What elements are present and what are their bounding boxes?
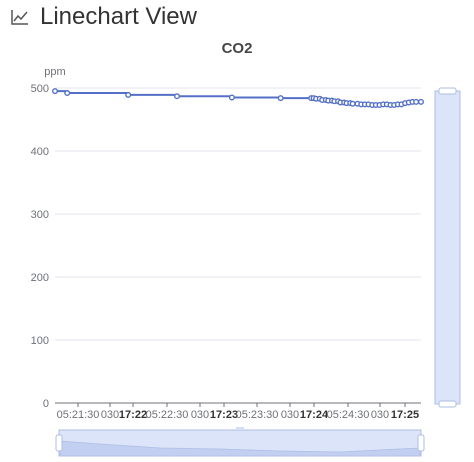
x-zoom-slider[interactable] — [55, 427, 425, 457]
chart-title: CO2 — [222, 40, 253, 57]
x-zoom-preview — [59, 440, 421, 457]
x-tick-label: 05:24:30 — [327, 409, 370, 421]
data-point[interactable] — [349, 100, 356, 107]
series-group — [52, 88, 425, 109]
line-chart-icon — [11, 10, 28, 25]
y-zoom-handle-top[interactable] — [438, 87, 457, 95]
x-tick-label: 030 — [101, 409, 119, 421]
data-point[interactable] — [64, 90, 71, 97]
data-point[interactable] — [173, 93, 180, 100]
y-tick-label: 0 — [43, 398, 49, 410]
data-point[interactable] — [125, 91, 132, 98]
data-point[interactable] — [418, 98, 425, 105]
data-point[interactable] — [277, 95, 284, 102]
x-tick-label: 17:25 — [391, 409, 419, 421]
grid-lines — [55, 87, 421, 404]
y-tick-label: 400 — [31, 146, 49, 158]
x-tick-label: 030 — [281, 409, 299, 421]
y-axis-unit: ppm — [44, 66, 65, 78]
y-tick-label: 100 — [31, 335, 49, 347]
data-point[interactable] — [413, 98, 420, 105]
x-tick-label: 17:23 — [210, 409, 238, 421]
view-header: Linechart View — [10, 2, 197, 32]
x-tick-label: 030 — [371, 409, 389, 421]
x-tick-label: 05:21:30 — [57, 409, 100, 421]
data-point[interactable] — [228, 94, 235, 101]
y-zoom-handle-bottom[interactable] — [438, 400, 457, 408]
data-point[interactable] — [52, 88, 59, 95]
x-tick-label: 17:22 — [119, 409, 147, 421]
y-zoom-track — [434, 90, 461, 405]
x-tick-label: 030 — [191, 409, 209, 421]
y-tick-label: 200 — [31, 272, 49, 284]
x-tick-label: 05:23:30 — [236, 409, 279, 421]
y-axis-ticks: 0 100 200 300 400 500 — [31, 83, 49, 410]
y-zoom-slider[interactable] — [434, 87, 461, 408]
y-tick-label: 300 — [31, 209, 49, 221]
x-zoom-handle-right[interactable] — [417, 434, 425, 452]
y-tick-label: 500 — [31, 83, 49, 95]
view-title: Linechart View — [40, 3, 197, 30]
x-tick-label: 05:22:30 — [146, 409, 189, 421]
x-tick-label: 17:24 — [300, 409, 329, 421]
x-zoom-handle-left[interactable] — [55, 434, 63, 452]
